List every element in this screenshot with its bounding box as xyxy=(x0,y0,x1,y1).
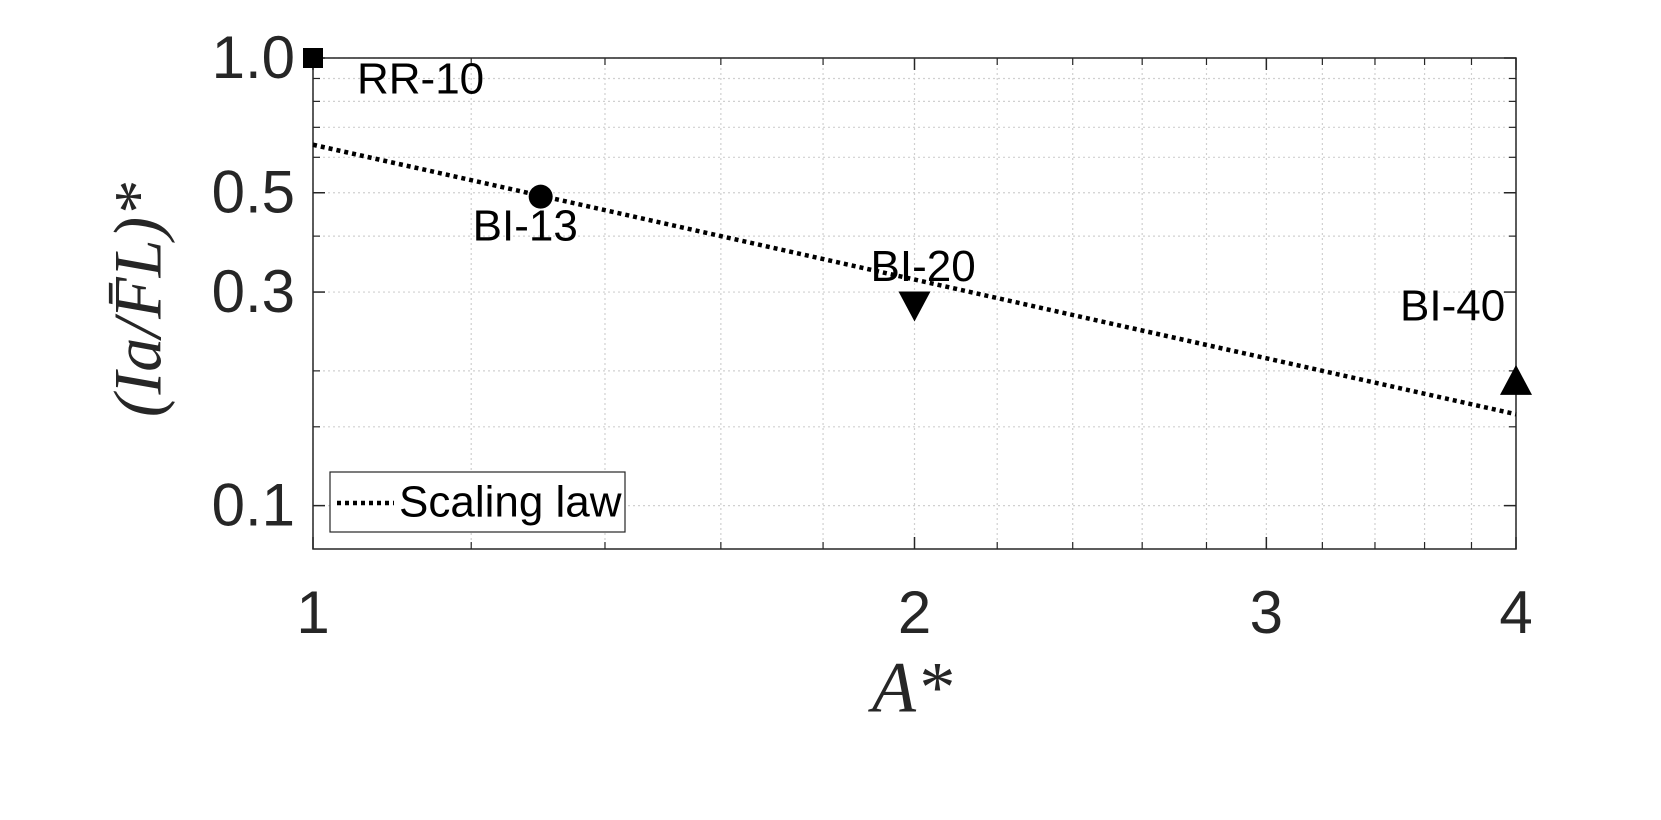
x-tick-label: 1 xyxy=(296,579,329,646)
point-label: BI-20 xyxy=(871,242,976,291)
marker xyxy=(303,48,323,68)
marker xyxy=(1500,364,1532,395)
marker xyxy=(528,184,553,209)
x-axis-label: A* xyxy=(868,648,952,728)
x-tick-label: 4 xyxy=(1499,579,1532,646)
x-tick-label: 2 xyxy=(898,579,931,646)
y-axis-label: (Ia/F̄L)* xyxy=(100,183,176,417)
legend-label: Scaling law xyxy=(399,478,622,527)
point-label: BI-13 xyxy=(473,201,578,250)
x-tick-label: 3 xyxy=(1250,579,1283,646)
y-tick-label: 0.1 xyxy=(212,471,295,538)
marker xyxy=(898,291,931,322)
point-label: BI-40 xyxy=(1400,281,1505,330)
y-tick-label: 0.3 xyxy=(212,258,295,325)
point-label: RR-10 xyxy=(357,55,484,104)
plot-frame xyxy=(312,57,1517,550)
y-tick-label: 1.0 xyxy=(212,24,295,91)
scaling-line xyxy=(312,142,1517,417)
y-tick-label: 0.5 xyxy=(212,159,295,226)
